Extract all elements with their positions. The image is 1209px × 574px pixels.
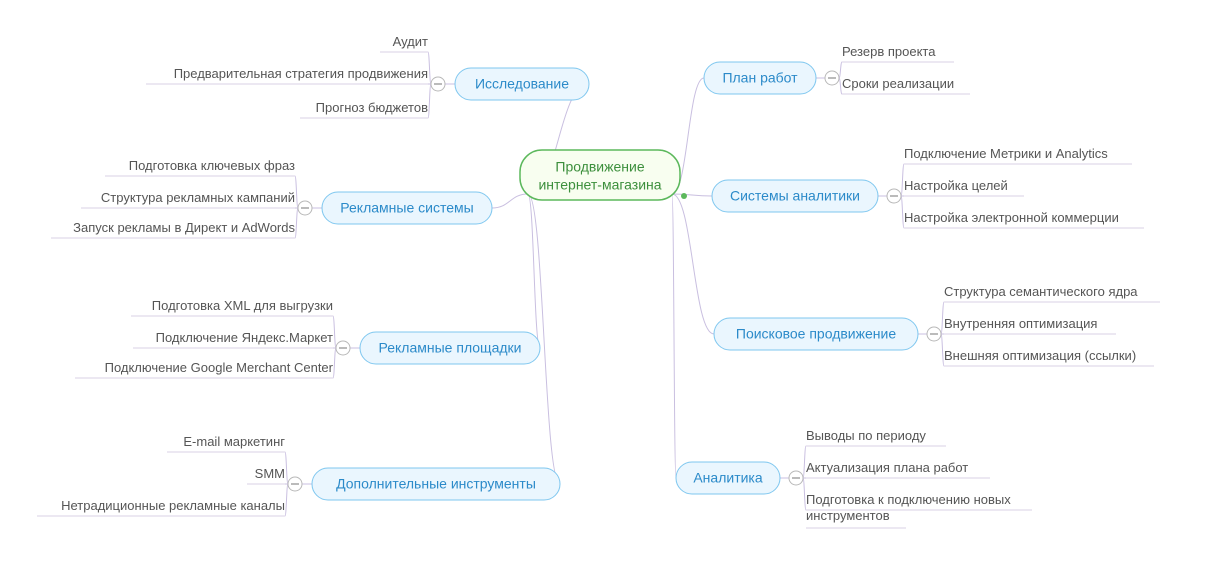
leaf-plan-1-text[interactable]: Сроки реализации <box>842 76 954 91</box>
leaf-adsystems-0-text[interactable]: Подготовка ключевых фраз <box>129 158 295 173</box>
connector-addtools-leaf-0 <box>285 452 288 484</box>
leaf-plan-0-text[interactable]: Резерв проекта <box>842 44 936 59</box>
leaves-layer: Аудит Предварительная стратегия продвижен… <box>37 34 1160 528</box>
leaf-adplatforms-0-text[interactable]: Подготовка XML для выгрузки <box>152 298 333 313</box>
branch-adplatforms-label: Рекламные площадки <box>379 340 522 356</box>
connector-addtools-leaf-2 <box>285 484 288 516</box>
connector-root-adsystems <box>492 194 528 208</box>
connector-root-adplatforms <box>528 194 540 348</box>
leaf-addtools-2-text[interactable]: Нетрадиционные рекламные каналы <box>61 498 285 513</box>
branch-plan-label: План работ <box>722 70 798 86</box>
root-layer: Продвижение интернет-магазина <box>520 150 687 200</box>
branch-analytics-sys-label: Системы аналитики <box>730 188 860 204</box>
mindmap-canvas: Аудит Предварительная стратегия продвижен… <box>0 0 1209 574</box>
leaf-seo-2-text[interactable]: Внешняя оптимизация (ссылки) <box>944 348 1136 363</box>
leaf-research-0-text[interactable]: Аудит <box>393 34 428 49</box>
leaf-research-2-text[interactable]: Прогноз бюджетов <box>316 100 428 115</box>
branch-adsystems-label: Рекламные системы <box>340 200 473 216</box>
root-label-line1: Продвижение <box>555 159 644 175</box>
leaf-adsystems-1-text[interactable]: Структура рекламных кампаний <box>101 190 295 205</box>
connector-research-leaf-2 <box>428 84 431 118</box>
leaf-seo-0-text[interactable]: Структура семантического ядра <box>944 284 1138 299</box>
leaf-analytics-sys-0-text[interactable]: Подключение Метрики и Analytics <box>904 146 1108 161</box>
leaf-adplatforms-1-text[interactable]: Подключение Яндекс.Маркет <box>156 330 333 345</box>
branch-seo-label: Поисковое продвижение <box>736 326 896 342</box>
leaf-analytics-2-text-1[interactable]: инструментов <box>806 508 890 523</box>
root-label-line2: интернет-магазина <box>538 177 661 193</box>
leaf-analytics-sys-2-text[interactable]: Настройка электронной коммерции <box>904 210 1119 225</box>
leaf-adsystems-2-text[interactable]: Запуск рекламы в Директ и AdWords <box>73 220 295 235</box>
connector-root-seo <box>672 194 714 334</box>
leaf-analytics-0-text[interactable]: Выводы по периоду <box>806 428 926 443</box>
branch-analytics-label: Аналитика <box>693 470 763 486</box>
leaf-analytics-1-text[interactable]: Актуализация плана работ <box>806 460 968 475</box>
connector-adplatforms-leaf-2 <box>333 348 336 378</box>
leaf-seo-1-text[interactable]: Внутренняя оптимизация <box>944 316 1097 331</box>
connector-root-analytics <box>672 194 676 478</box>
leaf-research-1-text[interactable]: Предварительная стратегия продвижения <box>174 66 428 81</box>
leaf-adplatforms-2-text[interactable]: Подключение Google Merchant Center <box>105 360 334 375</box>
branch-addtools-label: Дополнительные инструменты <box>336 476 536 492</box>
connector-adsystems-leaf-0 <box>295 176 298 208</box>
branch-research-label: Исследование <box>475 76 569 92</box>
connector-root-analytics-sys <box>672 194 712 196</box>
root-handle-dot <box>681 193 687 199</box>
connector-research-leaf-0 <box>428 52 431 84</box>
connector-adsystems-leaf-2 <box>295 208 298 238</box>
connector-adplatforms-leaf-0 <box>333 316 336 348</box>
leaf-analytics-2-text-0[interactable]: Подготовка к подключению новых <box>806 492 1011 507</box>
leaf-addtools-0-text[interactable]: E-mail маркетинг <box>183 434 285 449</box>
leaf-analytics-sys-1-text[interactable]: Настройка целей <box>904 178 1008 193</box>
leaf-addtools-1-text[interactable]: SMM <box>255 466 285 481</box>
